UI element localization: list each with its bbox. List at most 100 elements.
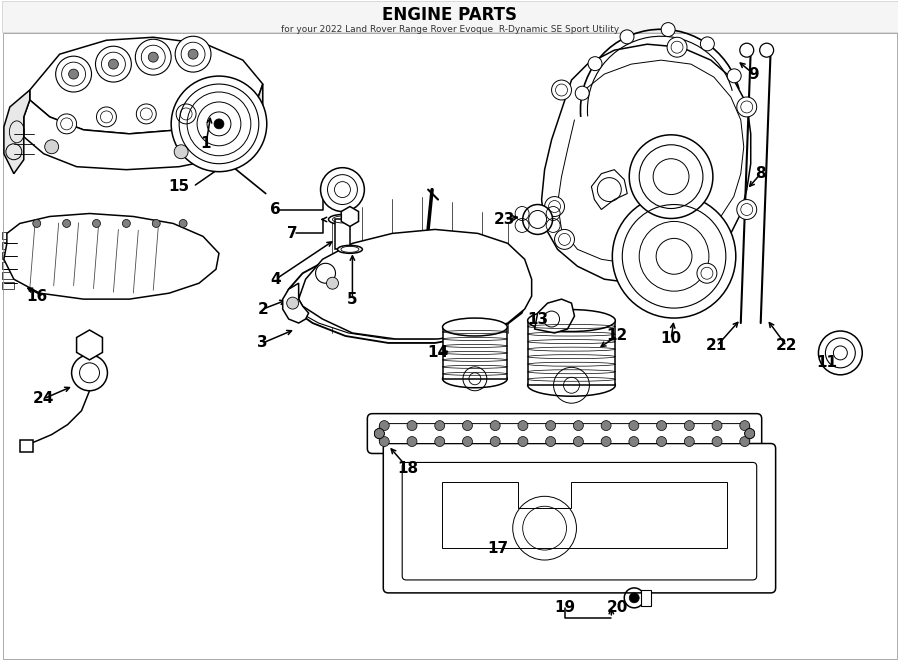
Circle shape	[554, 229, 574, 249]
Text: 3: 3	[257, 335, 268, 350]
Circle shape	[712, 436, 722, 447]
Circle shape	[745, 428, 755, 438]
FancyBboxPatch shape	[379, 424, 750, 444]
Circle shape	[737, 97, 757, 117]
Text: 22: 22	[776, 338, 797, 354]
Circle shape	[56, 56, 92, 92]
Circle shape	[45, 140, 58, 154]
Circle shape	[667, 37, 687, 57]
FancyBboxPatch shape	[367, 414, 761, 453]
Circle shape	[122, 219, 130, 227]
Text: 14: 14	[428, 346, 448, 360]
Text: 13: 13	[527, 311, 548, 327]
Bar	[2, 243, 14, 249]
Polygon shape	[542, 44, 751, 283]
Text: 21: 21	[706, 338, 727, 354]
Circle shape	[629, 420, 639, 430]
Polygon shape	[20, 440, 32, 453]
Text: 18: 18	[398, 461, 418, 476]
Text: 24: 24	[33, 391, 54, 407]
Circle shape	[552, 80, 572, 100]
Text: 15: 15	[168, 179, 190, 194]
Circle shape	[188, 49, 198, 59]
Circle shape	[135, 39, 171, 75]
Text: 5: 5	[347, 292, 357, 307]
Circle shape	[214, 119, 224, 129]
Circle shape	[96, 107, 116, 127]
Circle shape	[374, 428, 384, 438]
Circle shape	[435, 436, 445, 447]
Text: 1: 1	[201, 136, 212, 151]
Circle shape	[435, 420, 445, 430]
Bar	[2, 253, 14, 259]
Circle shape	[629, 436, 639, 447]
Circle shape	[327, 277, 338, 289]
Circle shape	[620, 30, 634, 44]
Circle shape	[575, 86, 590, 100]
Circle shape	[463, 436, 473, 447]
Bar	[2, 1, 898, 32]
Circle shape	[612, 194, 736, 318]
Bar	[641, 590, 652, 606]
Bar	[2, 262, 14, 269]
Circle shape	[95, 46, 131, 82]
Circle shape	[601, 420, 611, 430]
Circle shape	[374, 428, 384, 438]
Circle shape	[463, 420, 473, 430]
Circle shape	[657, 420, 667, 430]
Circle shape	[32, 219, 40, 227]
Circle shape	[573, 420, 583, 430]
Text: 7: 7	[287, 226, 298, 241]
Polygon shape	[535, 299, 574, 333]
Circle shape	[740, 436, 750, 447]
Bar	[443, 327, 508, 379]
Circle shape	[72, 355, 107, 391]
FancyBboxPatch shape	[402, 463, 757, 580]
Circle shape	[545, 436, 555, 447]
Circle shape	[700, 37, 715, 51]
Circle shape	[657, 436, 667, 447]
Ellipse shape	[338, 245, 363, 253]
Circle shape	[179, 219, 187, 227]
Ellipse shape	[443, 370, 508, 388]
Circle shape	[523, 204, 553, 235]
Circle shape	[760, 43, 774, 57]
Circle shape	[374, 428, 384, 438]
Circle shape	[176, 104, 196, 124]
Circle shape	[740, 43, 753, 57]
Circle shape	[491, 420, 500, 430]
Polygon shape	[299, 229, 532, 339]
Polygon shape	[442, 483, 727, 548]
Circle shape	[684, 436, 694, 447]
Polygon shape	[283, 243, 527, 343]
Bar	[2, 272, 14, 279]
Circle shape	[407, 420, 417, 430]
Circle shape	[320, 168, 364, 212]
Circle shape	[737, 200, 757, 219]
Text: 12: 12	[607, 329, 628, 344]
Polygon shape	[256, 84, 263, 140]
Bar	[2, 233, 14, 239]
Polygon shape	[30, 37, 263, 134]
Ellipse shape	[328, 214, 356, 225]
Circle shape	[545, 420, 555, 430]
Circle shape	[601, 436, 611, 447]
Circle shape	[629, 593, 639, 603]
Circle shape	[662, 22, 675, 36]
Text: 6: 6	[270, 202, 281, 217]
Circle shape	[745, 428, 755, 438]
Ellipse shape	[527, 309, 616, 332]
Circle shape	[491, 436, 500, 447]
Circle shape	[108, 59, 119, 69]
Polygon shape	[591, 170, 627, 210]
Ellipse shape	[443, 318, 508, 336]
Circle shape	[745, 428, 755, 438]
Text: 9: 9	[749, 67, 759, 81]
Circle shape	[148, 52, 158, 62]
Circle shape	[316, 263, 336, 283]
Circle shape	[407, 436, 417, 447]
FancyBboxPatch shape	[383, 444, 776, 593]
Circle shape	[818, 331, 862, 375]
Circle shape	[152, 219, 160, 227]
Ellipse shape	[527, 374, 616, 396]
